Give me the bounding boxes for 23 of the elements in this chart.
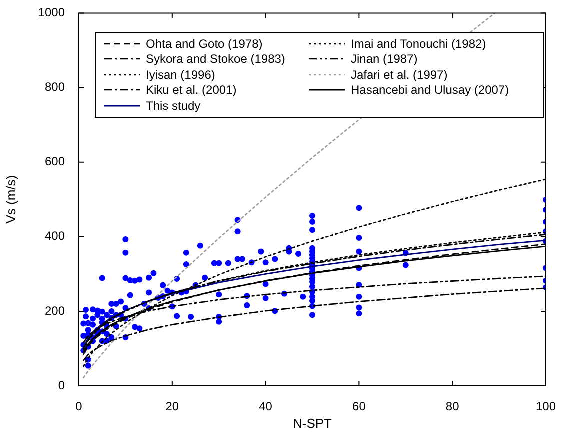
- legend-label: Imai and Tonouchi (1982): [351, 36, 486, 51]
- x-tick-label: 0: [76, 400, 83, 414]
- legend-label: Jinan (1987): [351, 52, 418, 66]
- x-tick-label: 40: [259, 400, 273, 414]
- legend-label: This study: [146, 98, 201, 113]
- x-axis-title: N-SPT: [292, 416, 332, 431]
- y-tick-label: 800: [44, 80, 66, 94]
- y-tick-label: 400: [44, 229, 66, 244]
- x-tick-label: 100: [536, 400, 556, 414]
- legend-label: Iyisan (1996): [146, 68, 216, 82]
- y-tick-label: 0: [58, 378, 66, 392]
- x-tick-label: 20: [166, 400, 180, 414]
- y-tick-label: 200: [44, 304, 66, 318]
- y-axis-title: Vs (m/s): [3, 175, 18, 224]
- y-tick-label: 1000: [38, 6, 66, 20]
- legend-label: Ohta and Goto (1978): [146, 36, 263, 51]
- y-tick-label: 600: [44, 154, 66, 169]
- x-tick-label: 80: [446, 400, 460, 414]
- legend-label: Jafari et al. (1997): [351, 68, 448, 82]
- x-tick-label: 60: [352, 400, 366, 414]
- legend-label: Sykora and Stokoe (1983): [146, 52, 286, 66]
- legend-label: Kiku et al. (2001): [146, 83, 237, 98]
- legend-label: Hasancebi and Ulusay (2007): [351, 83, 510, 98]
